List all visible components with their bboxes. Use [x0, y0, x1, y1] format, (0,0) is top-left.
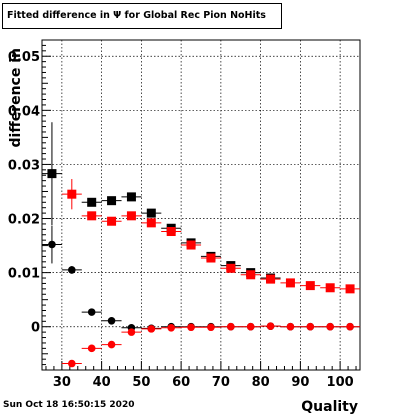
y-tick-label: 0.02	[8, 213, 40, 228]
x-tick-label: 90	[291, 375, 309, 390]
data-marks	[41, 122, 361, 368]
y-tick-label: 0.03	[8, 158, 40, 173]
data-point-square	[305, 281, 315, 291]
data-point-square	[325, 283, 335, 293]
x-tick-label: 100	[327, 375, 354, 390]
data-point-square	[107, 196, 117, 206]
data-point-circle	[167, 324, 175, 332]
axes: 30 40 50 60 70 80 90 100 0 0.01 0.02 0.03 0.04 0.05	[8, 39, 357, 390]
chart-title: Fitted difference in Ψ for Global Rec Pi…	[7, 10, 266, 21]
data-point-circle	[246, 322, 255, 331]
y-tick-label: 0.01	[8, 267, 40, 282]
data-point-circle	[207, 323, 215, 332]
x-tick-label: 60	[172, 375, 190, 390]
data-point-circle	[87, 344, 96, 353]
data-point-square	[246, 270, 256, 280]
data-point-circle	[107, 340, 116, 349]
data-point-circle	[147, 325, 156, 333]
x-tick-label: 40	[93, 375, 111, 390]
data-point-square	[166, 227, 176, 237]
data-point-square	[146, 218, 156, 228]
data-point-square	[87, 197, 97, 207]
data-point-circle	[68, 266, 76, 274]
data-point-square	[345, 284, 355, 294]
x-tick-label: 80	[252, 375, 270, 390]
data-point-square	[146, 208, 156, 218]
data-point-circle	[187, 323, 195, 332]
x-tick-label: 50	[132, 375, 150, 390]
x-tick-label: 70	[212, 375, 230, 390]
data-point-square	[266, 274, 276, 284]
data-point-square	[285, 278, 295, 288]
data-point-square	[126, 211, 136, 221]
x-axis-label: Quality	[301, 399, 358, 414]
timestamp-footer: Sun Oct 18 16:50:15 2020	[3, 400, 135, 410]
y-axis-label: difference in	[8, 48, 24, 147]
data-point-circle	[286, 322, 295, 331]
data-point-circle	[266, 322, 275, 330]
data-point-square	[107, 216, 117, 226]
data-point-square	[67, 189, 77, 199]
data-point-square	[186, 240, 196, 250]
data-point-circle	[306, 322, 315, 331]
x-tick-label: 30	[53, 375, 71, 390]
data-point-circle	[127, 328, 136, 336]
y-tick-label: 0.05	[8, 50, 40, 65]
data-point-circle	[107, 316, 116, 325]
y-tick-label: 0.04	[8, 104, 40, 119]
data-point-square	[126, 192, 136, 202]
data-point-circle	[326, 322, 334, 331]
data-point-square	[87, 211, 97, 221]
data-point-circle	[48, 240, 56, 249]
data-point-circle	[346, 322, 354, 331]
data-point-circle	[227, 322, 235, 331]
data-point-square	[47, 169, 57, 179]
data-point-circle	[68, 359, 76, 368]
title-box: Fitted difference in Ψ for Global Rec Pi…	[2, 3, 282, 29]
data-point-square	[206, 253, 216, 263]
data-point-circle	[87, 308, 96, 316]
y-tick-label: 0	[31, 321, 40, 336]
data-point-square	[226, 263, 236, 273]
